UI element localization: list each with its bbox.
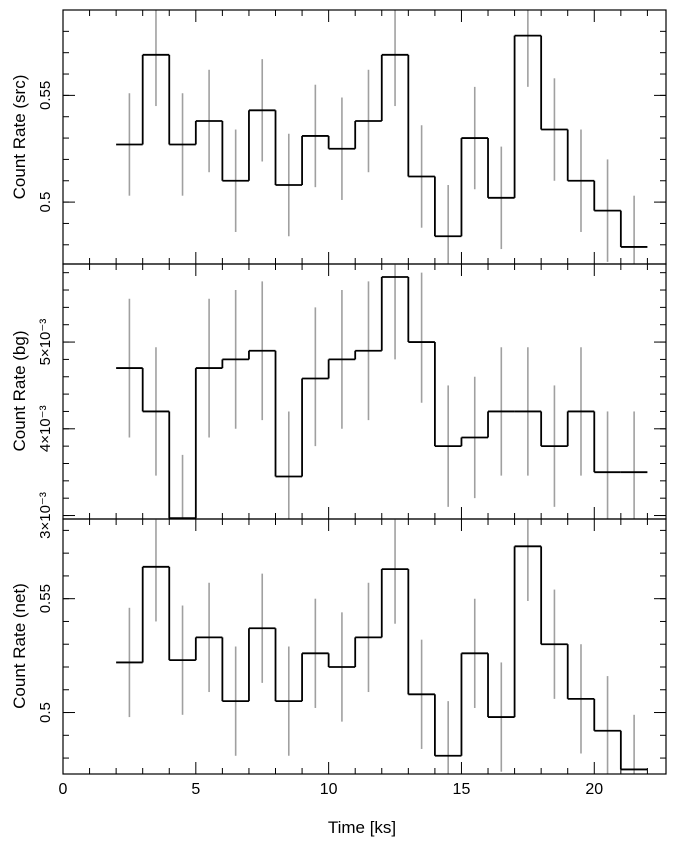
y-tick-label: 0.5 bbox=[37, 192, 54, 213]
panel-net: 0.5 0.55 0 5 10 15 20 bbox=[37, 518, 667, 798]
panel-src: 0.5 0.55 bbox=[37, 9, 667, 265]
plot-frame bbox=[62, 9, 667, 265]
x-tick-label: 15 bbox=[453, 781, 471, 798]
y-tick-label: 3×10⁻³ bbox=[37, 492, 54, 539]
y-axis-label-bg: Count Rate (bg) bbox=[10, 331, 29, 452]
y-tick-label: 5×10⁻³ bbox=[37, 319, 54, 366]
y-axis-label-src: Count Rate (src) bbox=[10, 75, 29, 200]
y-tick-label: 0.55 bbox=[37, 584, 54, 613]
y-tick-label: 0.5 bbox=[37, 702, 54, 723]
x-tick-label: 10 bbox=[320, 781, 338, 798]
plot-frame bbox=[62, 518, 667, 775]
y-tick-label: 0.55 bbox=[37, 81, 54, 110]
x-tick-label: 0 bbox=[59, 781, 68, 798]
x-tick-label: 5 bbox=[191, 781, 200, 798]
x-axis-label: Time [ks] bbox=[328, 818, 396, 837]
plot-frame bbox=[62, 263, 667, 520]
x-tick-label: 20 bbox=[585, 781, 603, 798]
panel-bg: 3×10⁻³ 4×10⁻³ 5×10⁻³ bbox=[37, 263, 667, 539]
y-tick-label: 4×10⁻³ bbox=[37, 405, 54, 452]
y-axis-label-net: Count Rate (net) bbox=[10, 583, 29, 709]
